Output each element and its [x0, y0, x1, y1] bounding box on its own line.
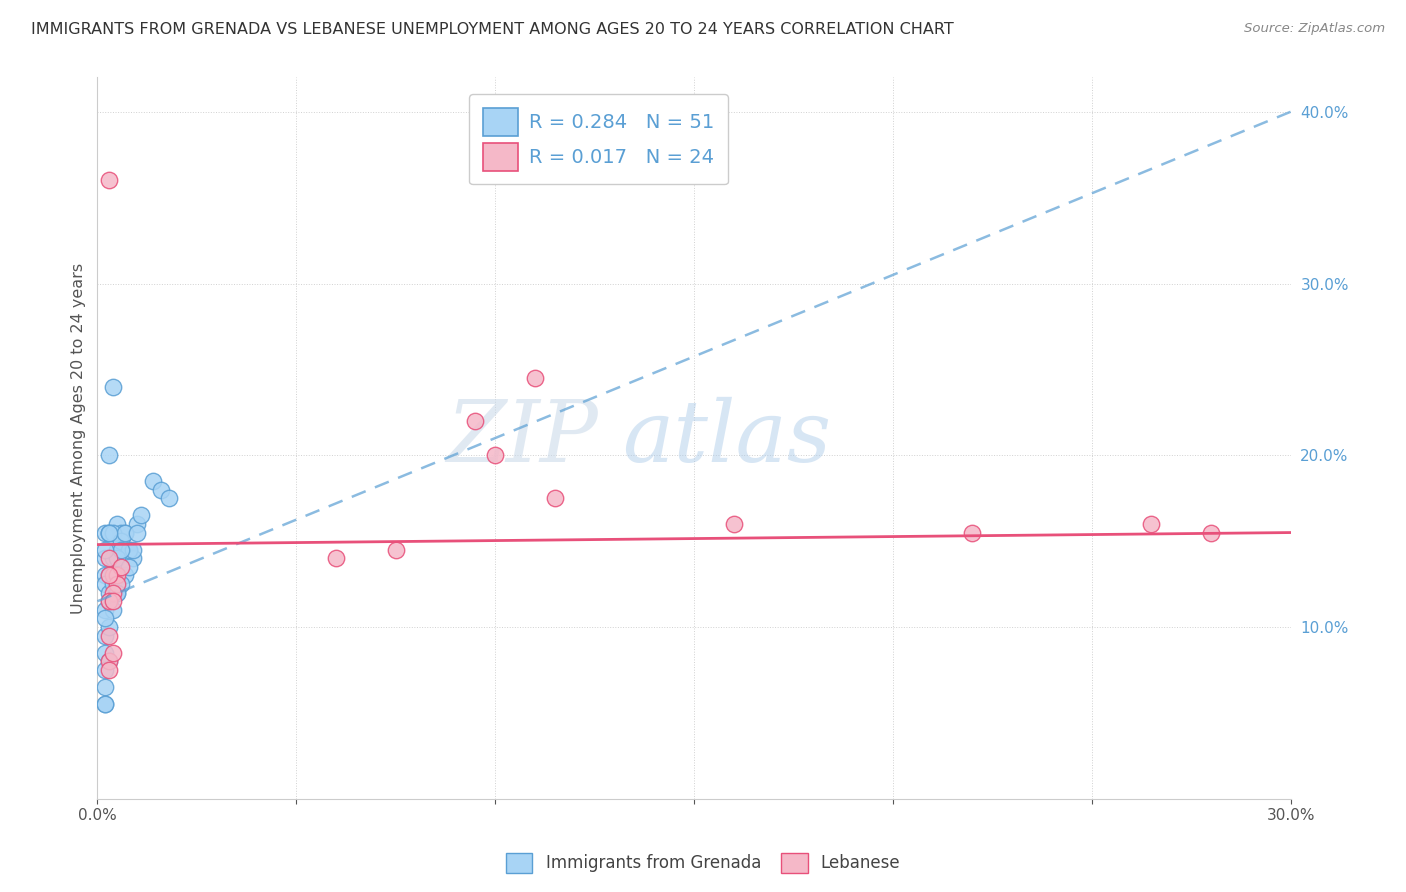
Point [105, 516, 128, 531]
Point [103, 525, 125, 540]
Point [94, 525, 117, 540]
Point [98, 629, 121, 643]
Point [98, 594, 121, 608]
Point [94, 663, 117, 677]
Point [464, 414, 486, 428]
Point [98, 525, 121, 540]
Point [105, 585, 128, 599]
Point [523, 371, 546, 385]
Point [94, 603, 117, 617]
Point [105, 568, 128, 582]
Point [114, 525, 136, 540]
Point [103, 379, 125, 393]
Point [110, 560, 132, 574]
Point [94, 577, 117, 591]
Point [129, 508, 152, 523]
Point [1199, 525, 1222, 540]
Point [98, 620, 121, 634]
Point [118, 542, 141, 557]
Point [94, 698, 117, 712]
Point [157, 491, 180, 506]
Point [98, 525, 121, 540]
Point [962, 525, 984, 540]
Point [105, 542, 128, 557]
Point [110, 525, 132, 540]
Point [325, 551, 347, 566]
Legend: R = 0.284   N = 51, R = 0.017   N = 24: R = 0.284 N = 51, R = 0.017 N = 24 [470, 95, 728, 185]
Point [98, 173, 121, 187]
Point [98, 585, 121, 599]
Point [127, 516, 149, 531]
Point [105, 585, 128, 599]
Point [110, 577, 132, 591]
Point [103, 646, 125, 660]
Point [98, 568, 121, 582]
Point [103, 568, 125, 582]
Point [94, 698, 117, 712]
Point [103, 551, 125, 566]
Point [98, 654, 121, 668]
Point [484, 448, 506, 462]
Point [98, 663, 121, 677]
Point [94, 611, 117, 625]
Point [103, 585, 125, 599]
Point [94, 568, 117, 582]
Point [94, 629, 117, 643]
Point [98, 551, 121, 566]
Point [98, 525, 121, 540]
Text: IMMIGRANTS FROM GRENADA VS LEBANESE UNEMPLOYMENT AMONG AGES 20 TO 24 YEARS CORRE: IMMIGRANTS FROM GRENADA VS LEBANESE UNEM… [31, 22, 953, 37]
Point [142, 474, 165, 488]
Point [118, 560, 141, 574]
Point [98, 594, 121, 608]
Point [103, 603, 125, 617]
Point [114, 525, 136, 540]
Point [118, 542, 141, 557]
Legend: Immigrants from Grenada, Lebanese: Immigrants from Grenada, Lebanese [499, 847, 907, 880]
Point [98, 568, 121, 582]
Point [94, 646, 117, 660]
Y-axis label: Unemployment Among Ages 20 to 24 years: Unemployment Among Ages 20 to 24 years [72, 262, 86, 614]
Point [103, 525, 125, 540]
Point [110, 534, 132, 549]
Point [1140, 516, 1163, 531]
Text: Source: ZipAtlas.com: Source: ZipAtlas.com [1244, 22, 1385, 36]
Point [544, 491, 567, 506]
Point [114, 568, 136, 582]
Point [110, 542, 132, 557]
Point [94, 542, 117, 557]
Point [384, 542, 406, 557]
Point [122, 542, 145, 557]
Point [103, 577, 125, 591]
Point [150, 483, 173, 497]
Point [723, 516, 745, 531]
Text: atlas: atlas [623, 397, 831, 479]
Point [94, 680, 117, 694]
Point [105, 577, 128, 591]
Text: ZIP: ZIP [447, 397, 599, 479]
Point [103, 594, 125, 608]
Point [105, 551, 128, 566]
Point [98, 654, 121, 668]
Point [122, 551, 145, 566]
Point [94, 551, 117, 566]
Point [98, 448, 121, 462]
Point [127, 525, 149, 540]
